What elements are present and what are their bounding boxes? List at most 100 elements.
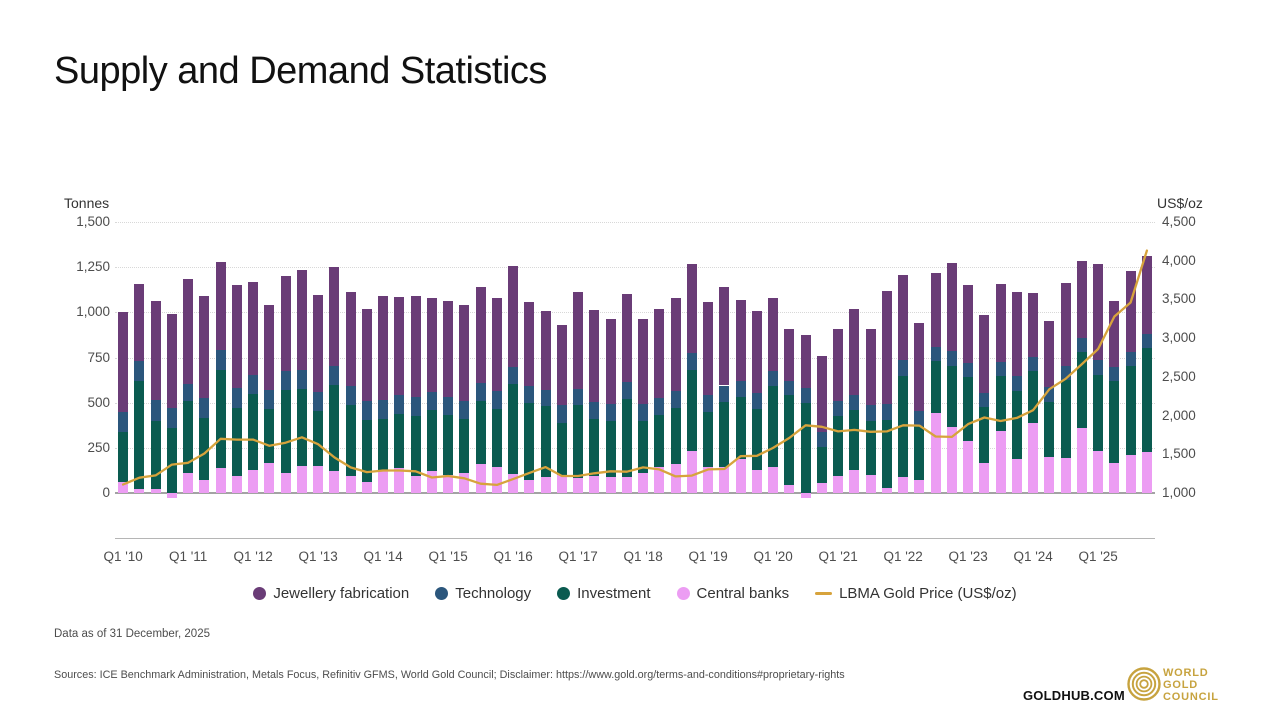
bar-segment-technology bbox=[378, 399, 389, 419]
bar-segment-central-banks bbox=[443, 474, 454, 493]
bar-segment-investment bbox=[589, 418, 600, 476]
bar-segment-jewellery-fabrication bbox=[248, 281, 259, 375]
bar-segment-jewellery-fabrication bbox=[930, 272, 941, 347]
legend-item-investment[interactable]: Investment bbox=[557, 585, 651, 602]
bar-segment-central-banks bbox=[345, 475, 356, 493]
bar-segment-central-banks bbox=[1076, 427, 1087, 493]
bar-segment-technology bbox=[540, 390, 551, 407]
bar-segment-technology bbox=[654, 398, 665, 416]
wgc-line-1: WORLD bbox=[1163, 667, 1209, 679]
bar-segment-jewellery-fabrication bbox=[963, 285, 974, 363]
x-axis-tick: Q1 '12 bbox=[233, 549, 273, 564]
bar-segment-jewellery-fabrication bbox=[1093, 264, 1104, 361]
bar-segment-jewellery-fabrication bbox=[118, 312, 129, 412]
right-axis-tick: 1,000 bbox=[1162, 485, 1196, 500]
bar-segment-jewellery-fabrication bbox=[979, 315, 990, 393]
bar-segment-jewellery-fabrication bbox=[686, 263, 697, 353]
bar-segment-investment bbox=[703, 411, 714, 467]
bar-segment-technology bbox=[946, 351, 957, 366]
bar-segment-jewellery-fabrication bbox=[719, 287, 730, 386]
bar-segment-technology bbox=[1109, 367, 1120, 381]
bar-segment-investment bbox=[621, 399, 632, 477]
bar-segment-investment bbox=[751, 408, 762, 471]
bar-segment-jewellery-fabrication bbox=[475, 287, 486, 383]
data-as-of-note: Data as of 31 December, 2025 bbox=[54, 628, 210, 640]
legend-item-central-banks[interactable]: Central banks bbox=[676, 585, 789, 602]
bar-segment-technology bbox=[1125, 352, 1136, 366]
bar-segment-central-banks bbox=[329, 471, 340, 493]
bar-segment-central-banks bbox=[898, 476, 909, 493]
bar-segment-jewellery-fabrication bbox=[215, 261, 226, 351]
bar-segment-central-banks bbox=[816, 483, 827, 493]
left-axis-title: Tonnes bbox=[64, 195, 110, 211]
bar-segment-jewellery-fabrication bbox=[264, 305, 275, 390]
legend-dot-icon bbox=[676, 587, 690, 600]
bar-segment-central-banks bbox=[1028, 423, 1039, 493]
bar-segment-jewellery-fabrication bbox=[1109, 301, 1120, 368]
bar-segment-central-banks bbox=[573, 477, 584, 493]
bar-segment-central-banks bbox=[134, 489, 145, 493]
bar-segment-technology bbox=[1011, 376, 1022, 391]
legend-item-technology[interactable]: Technology bbox=[435, 585, 531, 602]
bar-segment-investment bbox=[930, 361, 941, 413]
legend-item-jewellery-fabrication[interactable]: Jewellery fabrication bbox=[253, 585, 409, 602]
left-axis-tick: 500 bbox=[87, 394, 110, 410]
bar-segment-technology bbox=[589, 401, 600, 419]
bar-segment-investment bbox=[150, 420, 161, 490]
legend-item-lbma-gold-price[interactable]: LBMA Gold Price (US$/oz) bbox=[815, 585, 1017, 602]
bar-segment-investment bbox=[264, 408, 275, 464]
bar-segment-central-banks bbox=[735, 458, 746, 493]
bar-segment-central-banks bbox=[751, 470, 762, 493]
bar-segment-central-banks bbox=[540, 476, 551, 493]
legend-dot-icon bbox=[435, 587, 449, 600]
bar-segment-jewellery-fabrication bbox=[394, 296, 405, 396]
bar-segment-investment bbox=[426, 409, 437, 472]
bar-segment-jewellery-fabrication bbox=[134, 284, 145, 362]
bar-segment-jewellery-fabrication bbox=[280, 276, 291, 372]
bar-segment-investment bbox=[556, 422, 567, 475]
bar-segment-jewellery-fabrication bbox=[556, 324, 567, 406]
bar-segment-technology bbox=[556, 405, 567, 423]
bar-segment-investment bbox=[1060, 380, 1071, 458]
bar-segment-technology bbox=[963, 362, 974, 378]
bar-segment-jewellery-fabrication bbox=[540, 310, 551, 390]
legend-label: LBMA Gold Price (US$/oz) bbox=[839, 585, 1017, 602]
bar-segment-technology bbox=[1044, 387, 1055, 402]
bar-segment-jewellery-fabrication bbox=[1125, 270, 1136, 353]
bar-segment-investment bbox=[800, 402, 811, 493]
bar-segment-technology bbox=[849, 394, 860, 410]
bar-segment-central-banks bbox=[1141, 452, 1152, 493]
bar-segment-investment bbox=[491, 408, 502, 467]
bar-segment-investment bbox=[118, 431, 129, 483]
right-axis-tick: 4,000 bbox=[1162, 252, 1196, 268]
x-axis-tick: Q1 '24 bbox=[1013, 549, 1053, 564]
bar-segment-technology bbox=[1076, 337, 1087, 353]
bar-segment-jewellery-fabrication bbox=[784, 328, 795, 381]
bar-segment-central-banks bbox=[280, 473, 291, 493]
bar-segment-jewellery-fabrication bbox=[800, 334, 811, 389]
bar-segment-technology bbox=[784, 380, 795, 395]
bar-segment-investment bbox=[605, 420, 616, 477]
gridline bbox=[115, 267, 1155, 269]
bar-segment-jewellery-fabrication bbox=[816, 355, 827, 433]
bar-segment-investment bbox=[719, 401, 730, 467]
x-axis-tick: Q1 '23 bbox=[948, 549, 988, 564]
bar-segment-investment bbox=[540, 406, 551, 477]
bar-segment-central-banks bbox=[508, 474, 519, 493]
bar-segment-jewellery-fabrication bbox=[183, 278, 194, 384]
bar-segment-jewellery-fabrication bbox=[670, 297, 681, 391]
bar-segment-central-banks bbox=[361, 482, 372, 493]
legend-line-icon bbox=[815, 592, 833, 595]
bar-segment-investment bbox=[914, 426, 925, 481]
chart-legend: Jewellery fabrication Technology Investmen… bbox=[115, 585, 1155, 602]
bar-segment-technology bbox=[751, 392, 762, 409]
bar-segment-jewellery-fabrication bbox=[1060, 283, 1071, 366]
bar-segment-jewellery-fabrication bbox=[329, 267, 340, 366]
bar-segment-technology bbox=[816, 432, 827, 447]
bar-segment-investment bbox=[1109, 380, 1120, 464]
bar-segment-central-banks bbox=[784, 484, 795, 493]
legend-label: Technology bbox=[455, 585, 532, 602]
bar-segment-technology bbox=[231, 388, 242, 409]
legend-dot-icon bbox=[253, 587, 267, 600]
bar-segment-technology bbox=[1141, 334, 1152, 348]
